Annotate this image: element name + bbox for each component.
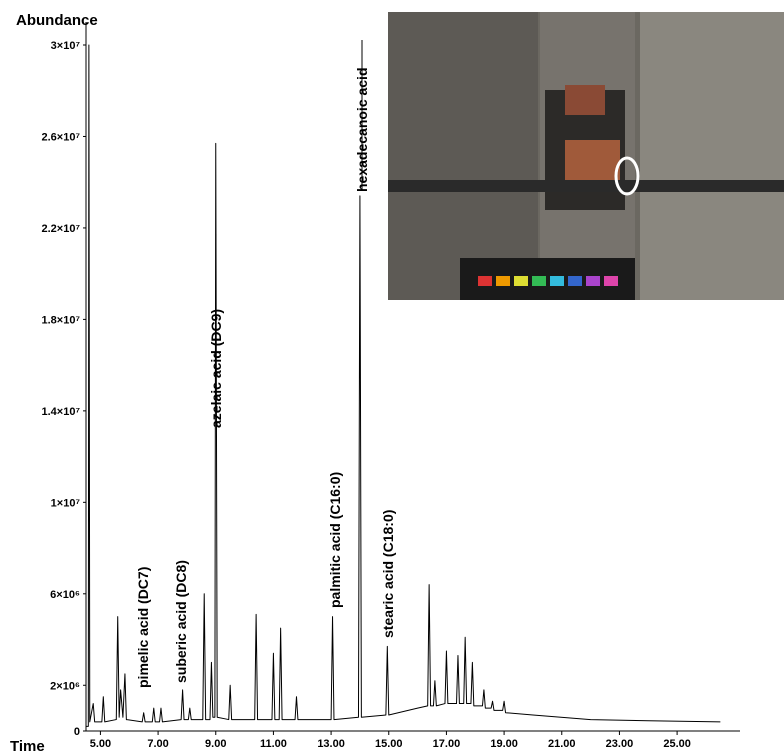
x-tick-label: 15.00 (375, 738, 403, 750)
y-axis-title: Abundance (16, 12, 98, 29)
y-tick-label: 0 (74, 726, 80, 738)
y-tick-label: 1.4×10⁷ (42, 406, 81, 418)
y-tick-label: 1.8×10⁷ (42, 314, 81, 326)
y-tick-label: 2×10⁶ (50, 680, 80, 692)
peak-annotation: stearic acid (C18:0) (380, 510, 396, 638)
peak-annotation: suberic acid (DC8) (173, 560, 189, 683)
x-tick-label: 5.00 (90, 738, 111, 750)
x-tick-label: 9.00 (205, 738, 226, 750)
y-tick-label: 2.6×10⁷ (42, 131, 81, 143)
photo-inset (388, 12, 784, 300)
y-tick-label: 2.2×10⁷ (42, 223, 81, 235)
y-tick-label: 6×10⁶ (50, 589, 80, 601)
x-tick-label: 21.00 (548, 738, 576, 750)
chart: Abundance Time 0 2×10⁶ 6×10⁶ 1×10⁷ 1.4×10⁷ 1.… (0, 0, 784, 755)
x-tick-label: 25.00 (663, 738, 691, 750)
peak-annotation: palmitic acid (C16:0) (327, 472, 343, 608)
x-axis-title: Time (10, 738, 45, 755)
x-tick-label: 19.00 (490, 738, 518, 750)
x-tick-label: 7.00 (147, 738, 168, 750)
y-tick-label: 3×10⁷ (51, 40, 81, 52)
peak-annotation: azelaic acid (DC9) (208, 309, 224, 428)
peak-annotation: pimelic acid (DC7) (135, 567, 151, 688)
x-tick-label: 13.00 (317, 738, 345, 750)
x-tick-label: 23.00 (606, 738, 634, 750)
x-tick-label: 17.00 (433, 738, 461, 750)
y-tick-label: 1×10⁷ (51, 497, 81, 509)
x-tick-label: 11.00 (260, 738, 287, 750)
